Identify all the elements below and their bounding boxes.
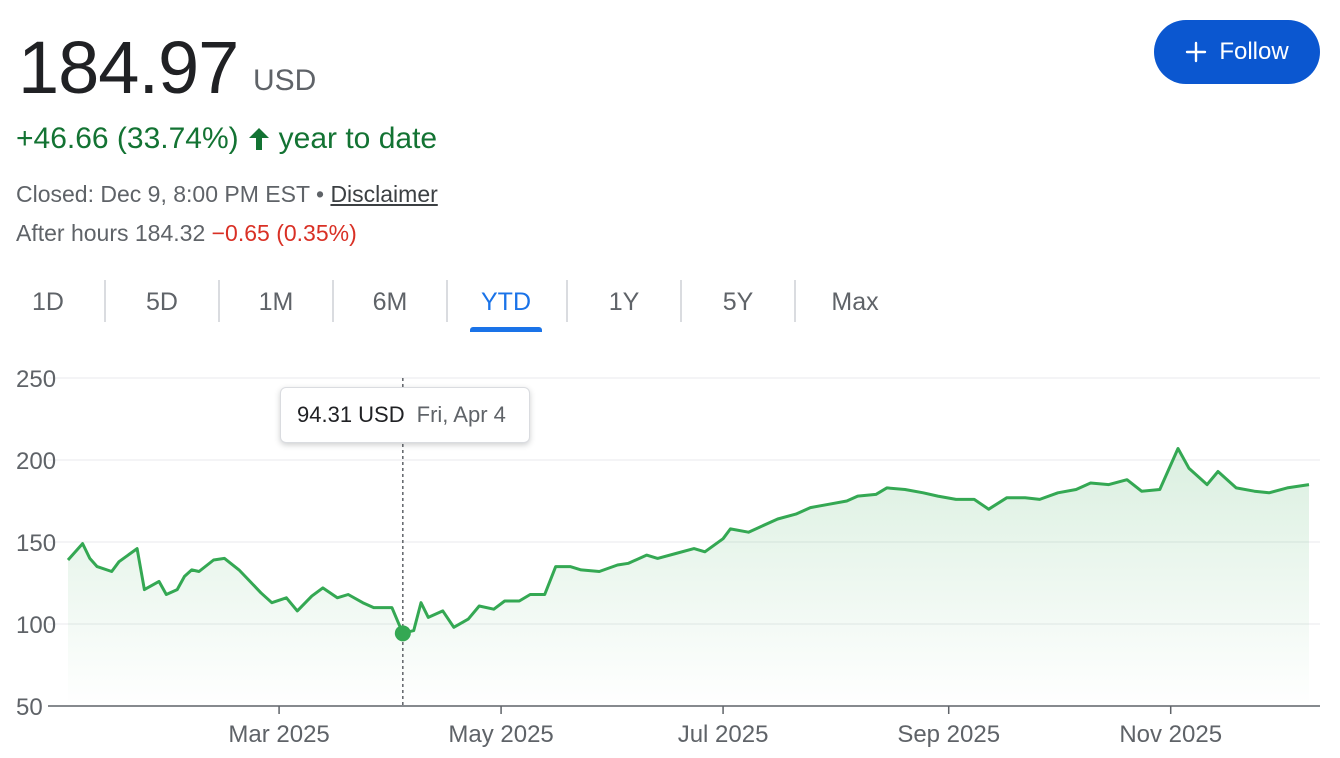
x-tick-label: Jul 2025	[678, 721, 769, 748]
tab-5y[interactable]: 5Y	[722, 287, 754, 316]
tab-1m[interactable]: 1M	[258, 287, 294, 316]
x-tick-label: Sep 2025	[897, 721, 1000, 748]
price-chart[interactable]: 250 200 150 100 50 Mar 2025 May 2025 Jul 2025 S…	[0, 360, 1340, 758]
tab-ytd[interactable]: YTD	[470, 278, 542, 332]
y-tick-label: 150	[16, 530, 56, 557]
change-period: year to date	[278, 122, 438, 155]
tab-separator	[680, 280, 682, 322]
follow-label: Follow	[1219, 38, 1289, 65]
x-tick-label: Nov 2025	[1119, 721, 1222, 748]
y-tick-label: 50	[16, 694, 43, 721]
tab-max[interactable]: Max	[831, 287, 879, 316]
price-line	[66, 447, 1310, 635]
closed-info: Closed: Dec 9, 8:00 PM EST • Disclaimer	[16, 181, 438, 208]
x-tick-label: Mar 2025	[228, 721, 329, 748]
arrow-up-icon	[248, 128, 269, 150]
range-tabs: 1D 5D 1M 6M YTD 1Y 5Y Max	[0, 278, 900, 332]
currency: USD	[253, 64, 317, 97]
tab-separator	[794, 280, 796, 322]
tab-separator	[218, 280, 220, 322]
tab-1y[interactable]: 1Y	[608, 287, 640, 316]
change-row: +46.66 (33.74%) year to date	[16, 122, 437, 156]
tab-separator	[446, 280, 448, 322]
after-hours-info: After hours 184.32 −0.65 (0.35%)	[16, 220, 357, 247]
disclaimer-link[interactable]: Disclaimer	[330, 181, 438, 207]
chart-tooltip: 94.31 USD Fri, Apr 4	[280, 387, 530, 443]
y-tick-label: 200	[16, 448, 56, 475]
tab-separator	[104, 280, 106, 322]
change-value: +46.66 (33.74%)	[16, 122, 239, 155]
tab-5d[interactable]: 5D	[146, 287, 178, 316]
x-tick-label: May 2025	[448, 721, 553, 748]
active-tab-indicator	[470, 327, 542, 332]
tooltip-value: 94.31 USD	[297, 402, 405, 427]
price: 184.97	[18, 26, 239, 109]
closed-text: Closed: Dec 9, 8:00 PM EST •	[16, 181, 325, 207]
plus-icon	[1186, 41, 1207, 63]
follow-button[interactable]: Follow	[1154, 20, 1320, 84]
tab-1d[interactable]: 1D	[32, 287, 64, 316]
price-area	[68, 448, 1309, 706]
tab-separator	[332, 280, 334, 322]
after-hours-price: After hours 184.32	[16, 220, 206, 246]
hover-point	[394, 625, 411, 642]
tooltip-date: Fri, Apr 4	[416, 402, 506, 427]
y-tick-label: 100	[16, 612, 56, 639]
tab-separator	[566, 280, 568, 322]
after-hours-change: −0.65 (0.35%)	[211, 220, 357, 246]
y-tick-label: 250	[16, 366, 56, 393]
tab-6m[interactable]: 6M	[372, 287, 408, 316]
